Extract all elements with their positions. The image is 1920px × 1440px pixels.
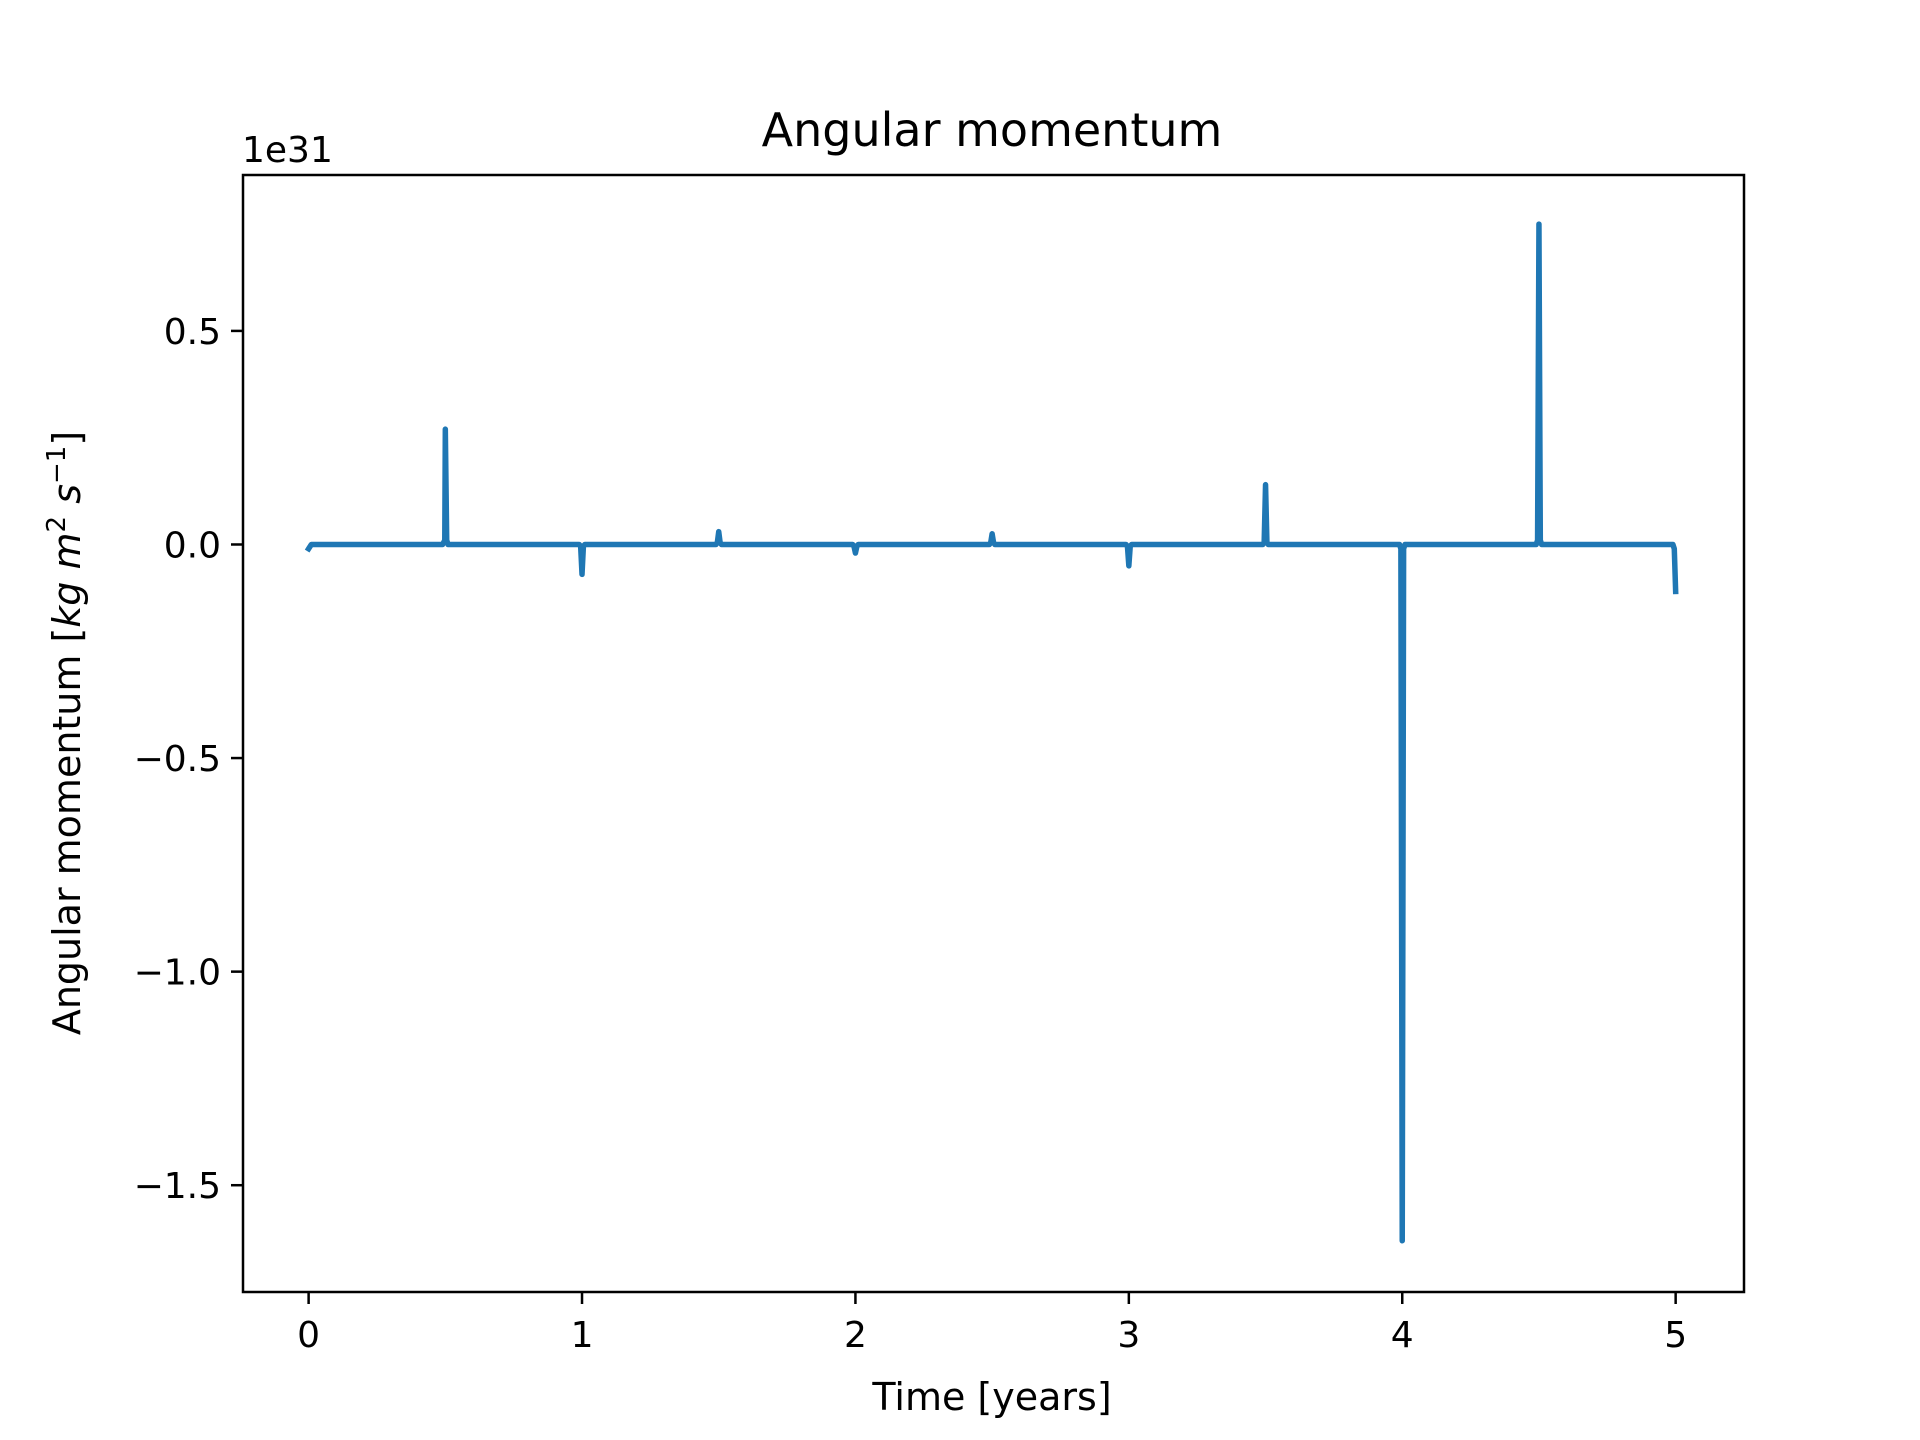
x-tick-label: 1 — [571, 1315, 594, 1356]
x-tick-label: 4 — [1391, 1315, 1414, 1356]
y-label-s: s — [45, 484, 89, 504]
x-axis-label: Time [years] — [871, 1375, 1111, 1419]
x-axis-ticks: 0 1 2 3 4 5 — [297, 1292, 1687, 1356]
plot-area-frame — [241, 173, 1746, 1294]
y-offset-label: 1e31 — [242, 130, 333, 171]
x-tick-label: 2 — [844, 1315, 867, 1356]
series-line — [304, 221, 1679, 1244]
y-label-kg: kg — [45, 582, 89, 628]
y-axis-label: Angular momentum [kg m2 s−1] — [42, 431, 89, 1035]
x-tick-label: 0 — [297, 1315, 320, 1356]
y-label-m-exp: 2 — [42, 516, 72, 533]
y-tick-label: −1.0 — [134, 953, 221, 994]
y-tick-label: 0.0 — [164, 525, 221, 566]
chart-title: Angular momentum — [762, 103, 1223, 157]
x-tick-label: 5 — [1664, 1315, 1687, 1356]
y-label-prefix: Angular momentum [ — [45, 628, 89, 1035]
y-tick-label: 0.5 — [164, 312, 221, 353]
y-axis-ticks: 0.5 0.0 −0.5 −1.0 −1.5 — [134, 312, 243, 1207]
y-label-m: m — [45, 532, 89, 569]
y-tick-label: −0.5 — [134, 739, 221, 780]
y-label-s-exp: −1 — [42, 446, 72, 484]
y-label-suffix: ] — [45, 431, 89, 446]
y-tick-label: −1.5 — [134, 1166, 221, 1207]
x-tick-label: 3 — [1117, 1315, 1140, 1356]
